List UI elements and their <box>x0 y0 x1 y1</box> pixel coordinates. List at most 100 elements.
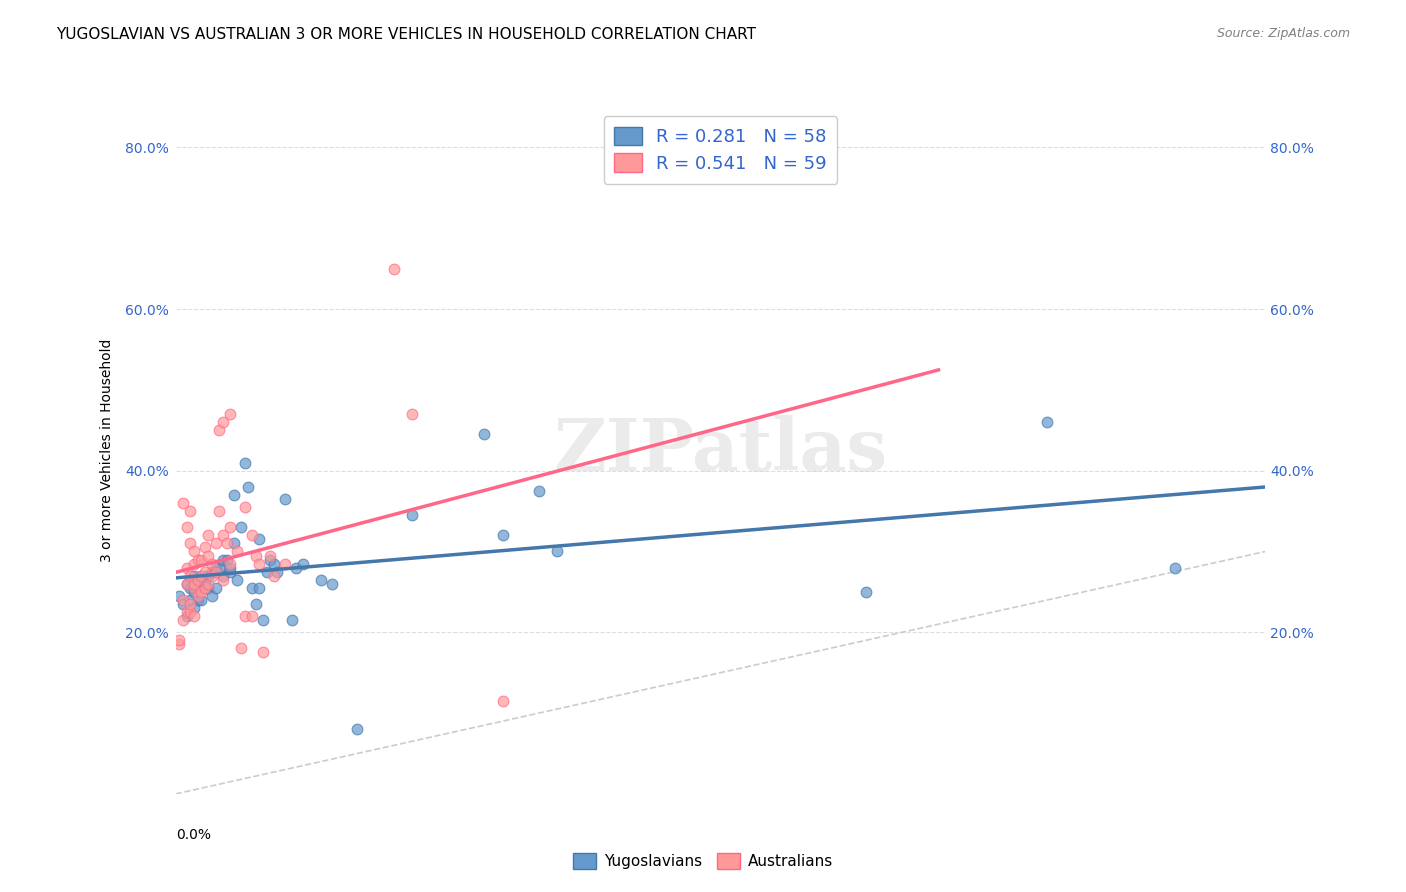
Point <box>169 589 191 603</box>
Point <box>183 609 205 624</box>
Point <box>179 504 201 518</box>
Point <box>233 456 256 470</box>
Point <box>231 641 253 656</box>
Point <box>190 568 212 582</box>
Point <box>176 560 198 574</box>
Point <box>256 565 278 579</box>
Point <box>208 560 231 574</box>
Point <box>401 508 423 522</box>
Point <box>204 565 226 579</box>
Point <box>179 593 201 607</box>
Text: ZIPatlas: ZIPatlas <box>554 415 887 486</box>
Point <box>247 581 270 595</box>
Point <box>179 605 201 619</box>
Point <box>212 528 235 542</box>
Point <box>190 552 212 566</box>
Point <box>212 573 235 587</box>
Point <box>208 504 231 518</box>
Point <box>194 565 217 579</box>
Point <box>492 528 515 542</box>
Point <box>186 552 209 566</box>
Point <box>219 560 242 574</box>
Point <box>183 585 205 599</box>
Point <box>247 533 270 547</box>
Point <box>259 552 281 566</box>
Point <box>240 609 263 624</box>
Point <box>190 568 212 582</box>
Point <box>233 609 256 624</box>
Point <box>309 573 332 587</box>
Point <box>1163 560 1185 574</box>
Point <box>263 568 285 582</box>
Point <box>176 576 198 591</box>
Point <box>201 589 224 603</box>
Point <box>197 528 219 542</box>
Point <box>492 694 515 708</box>
Point <box>281 613 304 627</box>
Point <box>186 581 209 595</box>
Point <box>247 557 270 571</box>
Point <box>201 557 224 571</box>
Point <box>346 723 368 737</box>
Point <box>226 544 249 558</box>
Point <box>212 568 235 582</box>
Point <box>245 597 267 611</box>
Text: 0.0%: 0.0% <box>176 828 211 842</box>
Point <box>197 568 219 582</box>
Point <box>194 581 217 595</box>
Point <box>201 568 224 582</box>
Point <box>172 593 194 607</box>
Point <box>546 544 568 558</box>
Point <box>183 601 205 615</box>
Point <box>204 560 226 574</box>
Point <box>855 585 877 599</box>
Point <box>238 480 260 494</box>
Point <box>212 415 235 429</box>
Point <box>176 520 198 534</box>
Point <box>179 581 201 595</box>
Point <box>219 407 242 421</box>
Point <box>197 549 219 563</box>
Point <box>266 565 288 579</box>
Point <box>222 536 245 550</box>
Point <box>176 609 198 624</box>
Point <box>186 573 209 587</box>
Point <box>183 544 205 558</box>
Point <box>219 557 242 571</box>
Point <box>169 637 191 651</box>
Point <box>226 573 249 587</box>
Point <box>321 576 343 591</box>
Y-axis label: 3 or more Vehicles in Household: 3 or more Vehicles in Household <box>100 339 114 562</box>
Point <box>274 557 297 571</box>
Point <box>194 541 217 555</box>
Point <box>215 536 238 550</box>
Point <box>197 581 219 595</box>
Point <box>527 483 550 498</box>
Point <box>222 488 245 502</box>
Point <box>190 593 212 607</box>
Point <box>176 605 198 619</box>
Point <box>186 593 209 607</box>
Point <box>212 552 235 566</box>
Point <box>183 557 205 571</box>
Point <box>172 496 194 510</box>
Point <box>259 549 281 563</box>
Point <box>240 528 263 542</box>
Point <box>401 407 423 421</box>
Point <box>169 633 191 648</box>
Point <box>197 576 219 591</box>
Point <box>274 491 297 506</box>
Point <box>1036 415 1059 429</box>
Point <box>190 576 212 591</box>
Text: Source: ZipAtlas.com: Source: ZipAtlas.com <box>1216 27 1350 40</box>
Point <box>204 581 226 595</box>
Point <box>186 589 209 603</box>
Point <box>183 568 205 582</box>
Legend: R = 0.281   N = 58, R = 0.541   N = 59: R = 0.281 N = 58, R = 0.541 N = 59 <box>603 116 838 184</box>
Point <box>219 565 242 579</box>
Point <box>179 536 201 550</box>
Point <box>284 560 307 574</box>
Point <box>194 576 217 591</box>
Point <box>190 585 212 599</box>
Point <box>240 581 263 595</box>
